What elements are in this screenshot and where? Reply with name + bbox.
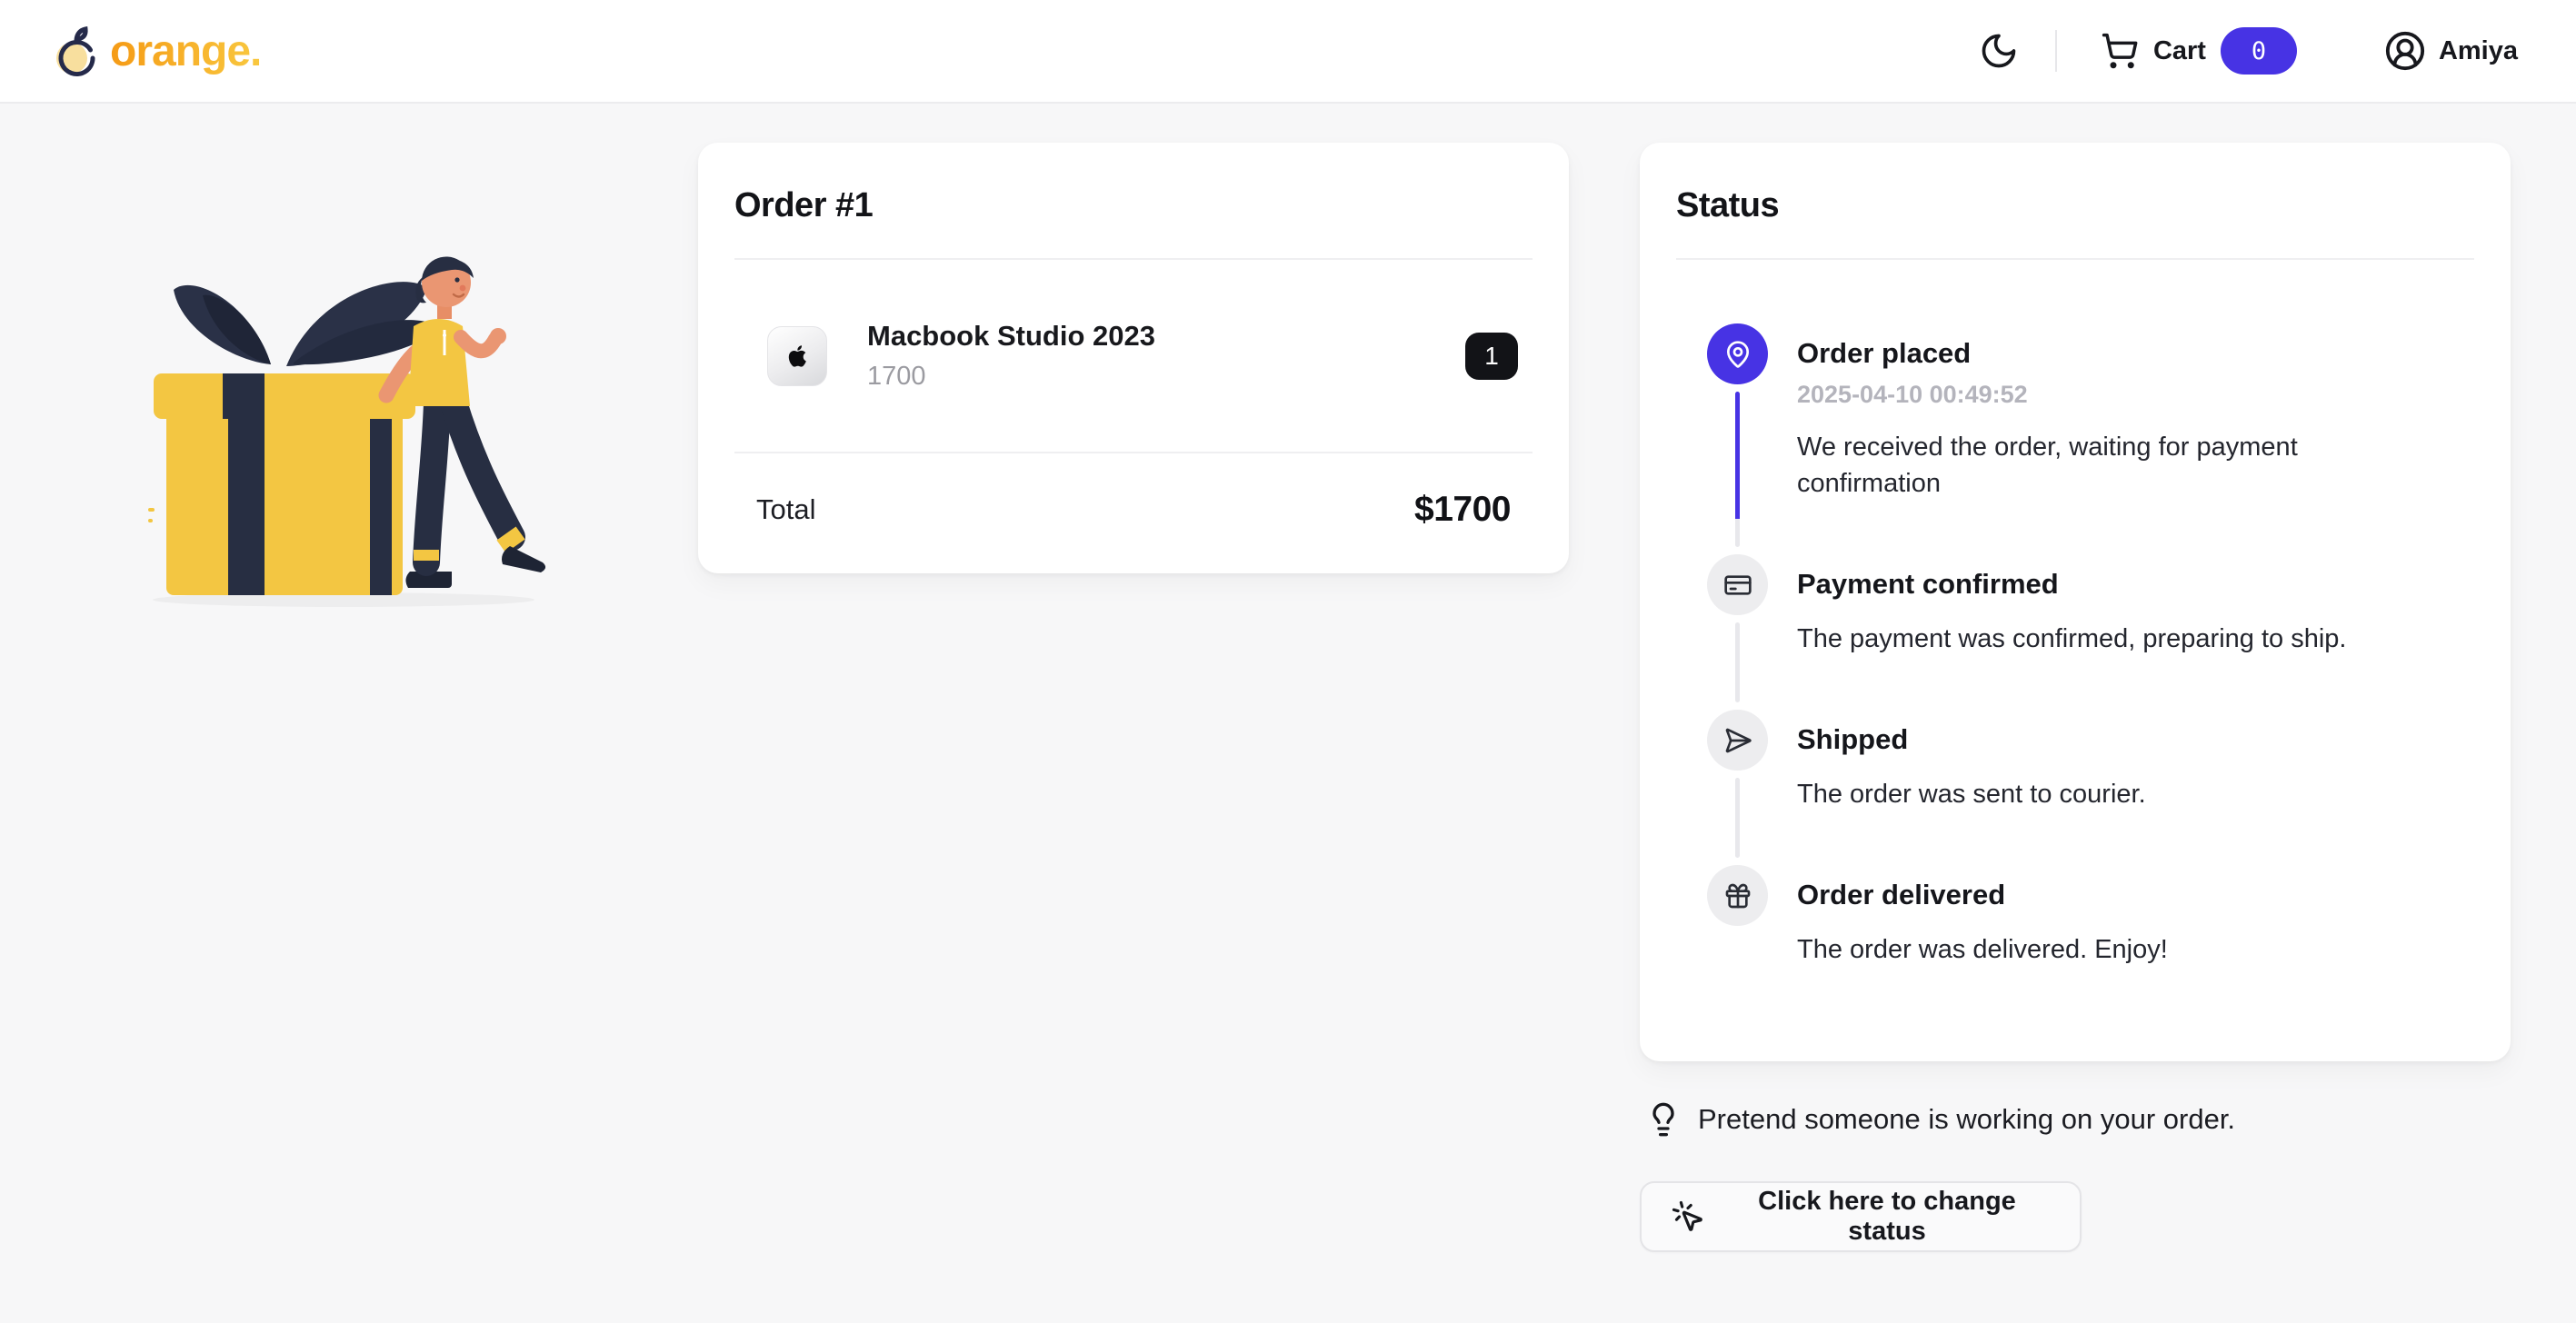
step-rail xyxy=(1707,865,1768,1020)
order-title-divider xyxy=(734,258,1533,260)
user-menu-button[interactable]: Amiya xyxy=(2384,30,2518,72)
user-circle-icon xyxy=(2384,30,2426,72)
step-content: Order delivered The order was delivered.… xyxy=(1797,865,2168,1020)
item-price: 1700 xyxy=(867,362,926,391)
status-title-divider xyxy=(1676,258,2474,260)
product-image-mac-studio xyxy=(767,325,827,386)
orange-fruit-logo-icon xyxy=(50,25,97,77)
step-timestamp: 2025-04-10 00:49:52 xyxy=(1797,381,2028,408)
step-content: Payment confirmed The payment was confir… xyxy=(1797,554,2346,710)
mouse-pointer-click-icon xyxy=(1671,1199,1705,1234)
item-quantity-badge: 1 xyxy=(1465,332,1518,380)
gift-icon xyxy=(1707,865,1768,926)
step-title: Order delivered xyxy=(1797,879,2006,910)
step-title: Payment confirmed xyxy=(1797,568,2059,600)
change-status-button[interactable]: Click here to change status xyxy=(1640,1181,2082,1252)
tip-row: Pretend someone is working on your order… xyxy=(1645,1101,2235,1138)
apple-logo-icon xyxy=(788,344,806,367)
step-description: The order was sent to courier. xyxy=(1797,780,2146,809)
timeline-connector xyxy=(1735,392,1740,547)
order-item-row: Macbook Studio 2023 1700 1 xyxy=(767,320,1518,392)
timeline-step-order-placed: Order placed 2025-04-10 00:49:52 We rece… xyxy=(1707,323,2511,554)
header: orange. Cart 0 xyxy=(0,0,2576,104)
send-icon xyxy=(1707,710,1768,771)
lightbulb-icon xyxy=(1645,1101,1682,1138)
step-title: Shipped xyxy=(1797,723,1909,755)
cart-label: Cart xyxy=(2152,35,2206,65)
order-card: Order #1 Macbook Studio 2023 1700 1 Tota… xyxy=(698,143,1569,573)
logo[interactable]: orange. xyxy=(50,25,262,77)
step-rail xyxy=(1707,554,1768,710)
item-name: Macbook Studio 2023 xyxy=(867,320,1155,352)
moon-icon xyxy=(1979,31,2019,71)
map-pin-icon xyxy=(1707,323,1768,384)
cart-count-badge: 0 xyxy=(2220,27,2297,75)
logo-text: orange. xyxy=(110,26,262,75)
timeline-step-payment-confirmed: Payment confirmed The payment was confir… xyxy=(1707,554,2511,710)
step-rail xyxy=(1707,710,1768,865)
item-info: Macbook Studio 2023 1700 xyxy=(867,320,1155,392)
status-timeline: Order placed 2025-04-10 00:49:52 We rece… xyxy=(1707,323,2511,1020)
order-title: Order #1 xyxy=(734,186,874,224)
timeline-connector xyxy=(1735,622,1740,702)
gift-illustration xyxy=(148,246,559,608)
change-status-label: Click here to change status xyxy=(1758,1187,2016,1246)
step-description: We received the order, waiting for payme… xyxy=(1797,433,2298,498)
tip-text: Pretend someone is working on your order… xyxy=(1698,1103,2236,1135)
cart-button[interactable]: Cart 0 xyxy=(2101,27,2297,75)
theme-toggle-button[interactable] xyxy=(1979,31,2019,71)
step-content: Order placed 2025-04-10 00:49:52 We rece… xyxy=(1797,323,2397,554)
step-description: The payment was confirmed, preparing to … xyxy=(1797,624,2347,653)
shopping-cart-icon xyxy=(2101,32,2139,70)
step-description: The order was delivered. Enjoy! xyxy=(1797,935,2168,964)
timeline-step-shipped: Shipped The order was sent to courier. xyxy=(1707,710,2511,865)
status-title: Status xyxy=(1676,186,1780,224)
step-content: Shipped The order was sent to courier. xyxy=(1797,710,2146,865)
header-divider xyxy=(2054,30,2057,72)
total-value: $1700 xyxy=(1414,490,1511,529)
header-actions: Cart 0 Amiya xyxy=(1979,27,2518,75)
step-rail xyxy=(1707,323,1768,554)
credit-card-icon xyxy=(1707,554,1768,615)
order-total-row: Total $1700 xyxy=(756,490,1511,530)
status-card: Status Order placed 2025-04-10 00:49:52 … xyxy=(1640,143,2511,1061)
user-name: Amiya xyxy=(2438,35,2518,65)
order-total-divider xyxy=(734,452,1533,453)
timeline-step-order-delivered: Order delivered The order was delivered.… xyxy=(1707,865,2511,1020)
step-title: Order placed xyxy=(1797,337,1972,369)
timeline-connector xyxy=(1735,778,1740,858)
total-label: Total xyxy=(756,493,816,525)
